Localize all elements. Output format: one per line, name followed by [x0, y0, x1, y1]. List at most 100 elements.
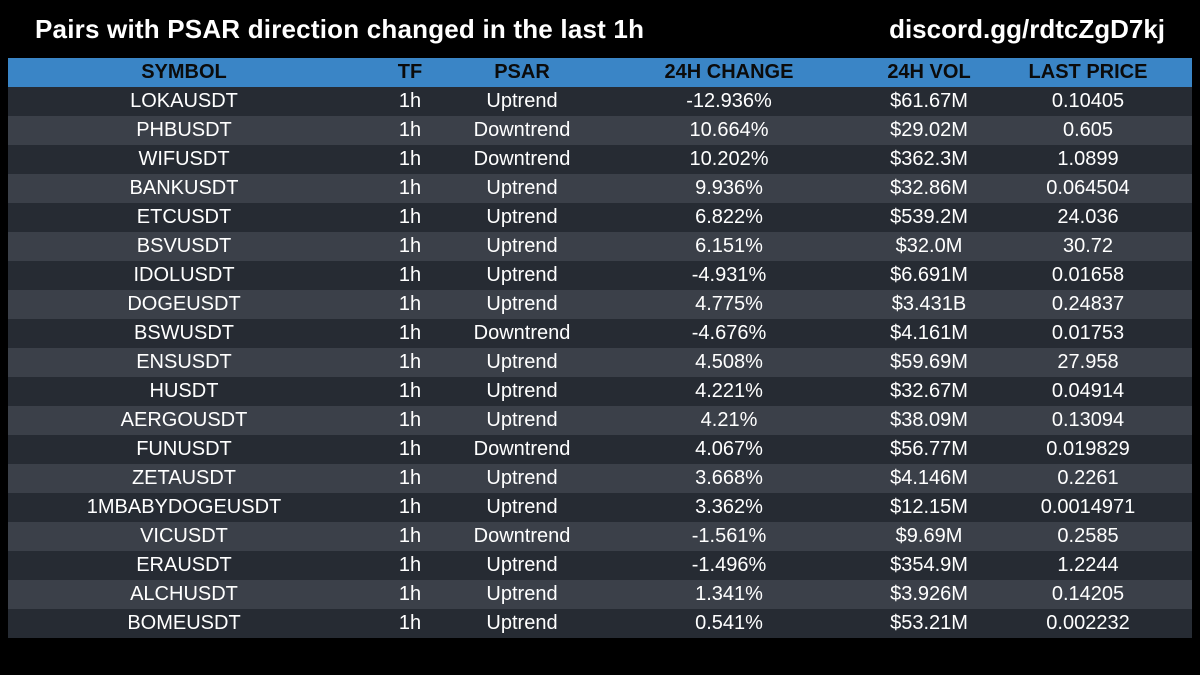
psar-cell: Uptrend [460, 609, 584, 638]
table-row: ENSUSDT 1h Uptrend 4.508% $59.69M 27.958 [8, 348, 1192, 377]
table-row: DOGEUSDT 1h Uptrend 4.775% $3.431B 0.24837 [8, 290, 1192, 319]
volume-cell: $539.2M [874, 203, 984, 232]
volume-cell: $3.926M [874, 580, 984, 609]
tf-cell: 1h [360, 522, 460, 551]
psar-cell: Downtrend [460, 522, 584, 551]
change-cell: -1.496% [584, 551, 874, 580]
psar-cell: Uptrend [460, 377, 584, 406]
psar-cell: Uptrend [460, 203, 584, 232]
table-body: LOKAUSDT 1h Uptrend -12.936% $61.67M 0.10405 P… [8, 87, 1192, 638]
table-row: LOKAUSDT 1h Uptrend -12.936% $61.67M 0.10405 [8, 87, 1192, 116]
symbol-cell: LOKAUSDT [8, 87, 360, 116]
change-cell: 6.822% [584, 203, 874, 232]
symbol-cell: BOMEUSDT [8, 609, 360, 638]
volume-cell: $12.15M [874, 493, 984, 522]
volume-cell: $3.431B [874, 290, 984, 319]
volume-cell: $32.86M [874, 174, 984, 203]
tf-cell: 1h [360, 174, 460, 203]
change-cell: 4.067% [584, 435, 874, 464]
pairs-table-container: SYMBOL TF PSAR 24H CHANGE 24H VOL LAST P… [8, 58, 1192, 638]
price-cell: 0.0014971 [984, 493, 1192, 522]
column-header-last-price: LAST PRICE [984, 58, 1192, 87]
volume-cell: $32.0M [874, 232, 984, 261]
psar-cell: Downtrend [460, 319, 584, 348]
table-row: BSWUSDT 1h Downtrend -4.676% $4.161M 0.01753 [8, 319, 1192, 348]
change-cell: 0.541% [584, 609, 874, 638]
table-row: ETCUSDT 1h Uptrend 6.822% $539.2M 24.036 [8, 203, 1192, 232]
volume-cell: $32.67M [874, 377, 984, 406]
price-cell: 0.01753 [984, 319, 1192, 348]
tf-cell: 1h [360, 116, 460, 145]
column-header-symbol: SYMBOL [8, 58, 360, 87]
price-cell: 0.13094 [984, 406, 1192, 435]
tf-cell: 1h [360, 493, 460, 522]
psar-cell: Downtrend [460, 145, 584, 174]
price-cell: 0.019829 [984, 435, 1192, 464]
psar-cell: Uptrend [460, 493, 584, 522]
table-row: 1MBABYDOGEUSDT 1h Uptrend 3.362% $12.15M 0.00… [8, 493, 1192, 522]
table-row: ZETAUSDT 1h Uptrend 3.668% $4.146M 0.2261 [8, 464, 1192, 493]
symbol-cell: PHBUSDT [8, 116, 360, 145]
psar-cell: Downtrend [460, 116, 584, 145]
psar-cell: Uptrend [460, 174, 584, 203]
price-cell: 0.04914 [984, 377, 1192, 406]
psar-cell: Uptrend [460, 551, 584, 580]
price-cell: 1.0899 [984, 145, 1192, 174]
pairs-table: SYMBOL TF PSAR 24H CHANGE 24H VOL LAST P… [8, 58, 1192, 638]
table-row: ERAUSDT 1h Uptrend -1.496% $354.9M 1.2244 [8, 551, 1192, 580]
tf-cell: 1h [360, 319, 460, 348]
volume-cell: $9.69M [874, 522, 984, 551]
change-cell: 3.668% [584, 464, 874, 493]
psar-cell: Uptrend [460, 290, 584, 319]
change-cell: -1.561% [584, 522, 874, 551]
table-row: AERGOUSDT 1h Uptrend 4.21% $38.09M 0.13094 [8, 406, 1192, 435]
psar-cell: Uptrend [460, 232, 584, 261]
table-row: IDOLUSDT 1h Uptrend -4.931% $6.691M 0.01658 [8, 261, 1192, 290]
volume-cell: $362.3M [874, 145, 984, 174]
discord-link[interactable]: discord.gg/rdtcZgD7kj [889, 14, 1165, 44]
symbol-cell: ZETAUSDT [8, 464, 360, 493]
symbol-cell: FUNUSDT [8, 435, 360, 464]
price-cell: 0.605 [984, 116, 1192, 145]
psar-cell: Uptrend [460, 261, 584, 290]
volume-cell: $56.77M [874, 435, 984, 464]
tf-cell: 1h [360, 551, 460, 580]
symbol-cell: WIFUSDT [8, 145, 360, 174]
price-cell: 0.14205 [984, 580, 1192, 609]
price-cell: 27.958 [984, 348, 1192, 377]
symbol-cell: 1MBABYDOGEUSDT [8, 493, 360, 522]
symbol-cell: IDOLUSDT [8, 261, 360, 290]
symbol-cell: BSWUSDT [8, 319, 360, 348]
tf-cell: 1h [360, 290, 460, 319]
symbol-cell: VICUSDT [8, 522, 360, 551]
symbol-cell: BANKUSDT [8, 174, 360, 203]
tf-cell: 1h [360, 406, 460, 435]
volume-cell: $29.02M [874, 116, 984, 145]
price-cell: 30.72 [984, 232, 1192, 261]
tf-cell: 1h [360, 580, 460, 609]
table-row: ALCHUSDT 1h Uptrend 1.341% $3.926M 0.14205 [8, 580, 1192, 609]
tf-cell: 1h [360, 464, 460, 493]
tf-cell: 1h [360, 232, 460, 261]
tf-cell: 1h [360, 435, 460, 464]
symbol-cell: ERAUSDT [8, 551, 360, 580]
tf-cell: 1h [360, 145, 460, 174]
page-title: Pairs with PSAR direction changed in the… [35, 14, 645, 44]
table-row: VICUSDT 1h Downtrend -1.561% $9.69M 0.2585 [8, 522, 1192, 551]
tf-cell: 1h [360, 203, 460, 232]
volume-cell: $53.21M [874, 609, 984, 638]
price-cell: 0.01658 [984, 261, 1192, 290]
change-cell: -4.676% [584, 319, 874, 348]
change-cell: 10.664% [584, 116, 874, 145]
column-header-tf: TF [360, 58, 460, 87]
psar-cell: Uptrend [460, 87, 584, 116]
tf-cell: 1h [360, 348, 460, 377]
psar-cell: Downtrend [460, 435, 584, 464]
table-row: BANKUSDT 1h Uptrend 9.936% $32.86M 0.064504 [8, 174, 1192, 203]
tf-cell: 1h [360, 261, 460, 290]
psar-cell: Uptrend [460, 406, 584, 435]
table-row: FUNUSDT 1h Downtrend 4.067% $56.77M 0.019829 [8, 435, 1192, 464]
column-header-24h-change: 24H CHANGE [584, 58, 874, 87]
change-cell: 4.221% [584, 377, 874, 406]
change-cell: 4.21% [584, 406, 874, 435]
